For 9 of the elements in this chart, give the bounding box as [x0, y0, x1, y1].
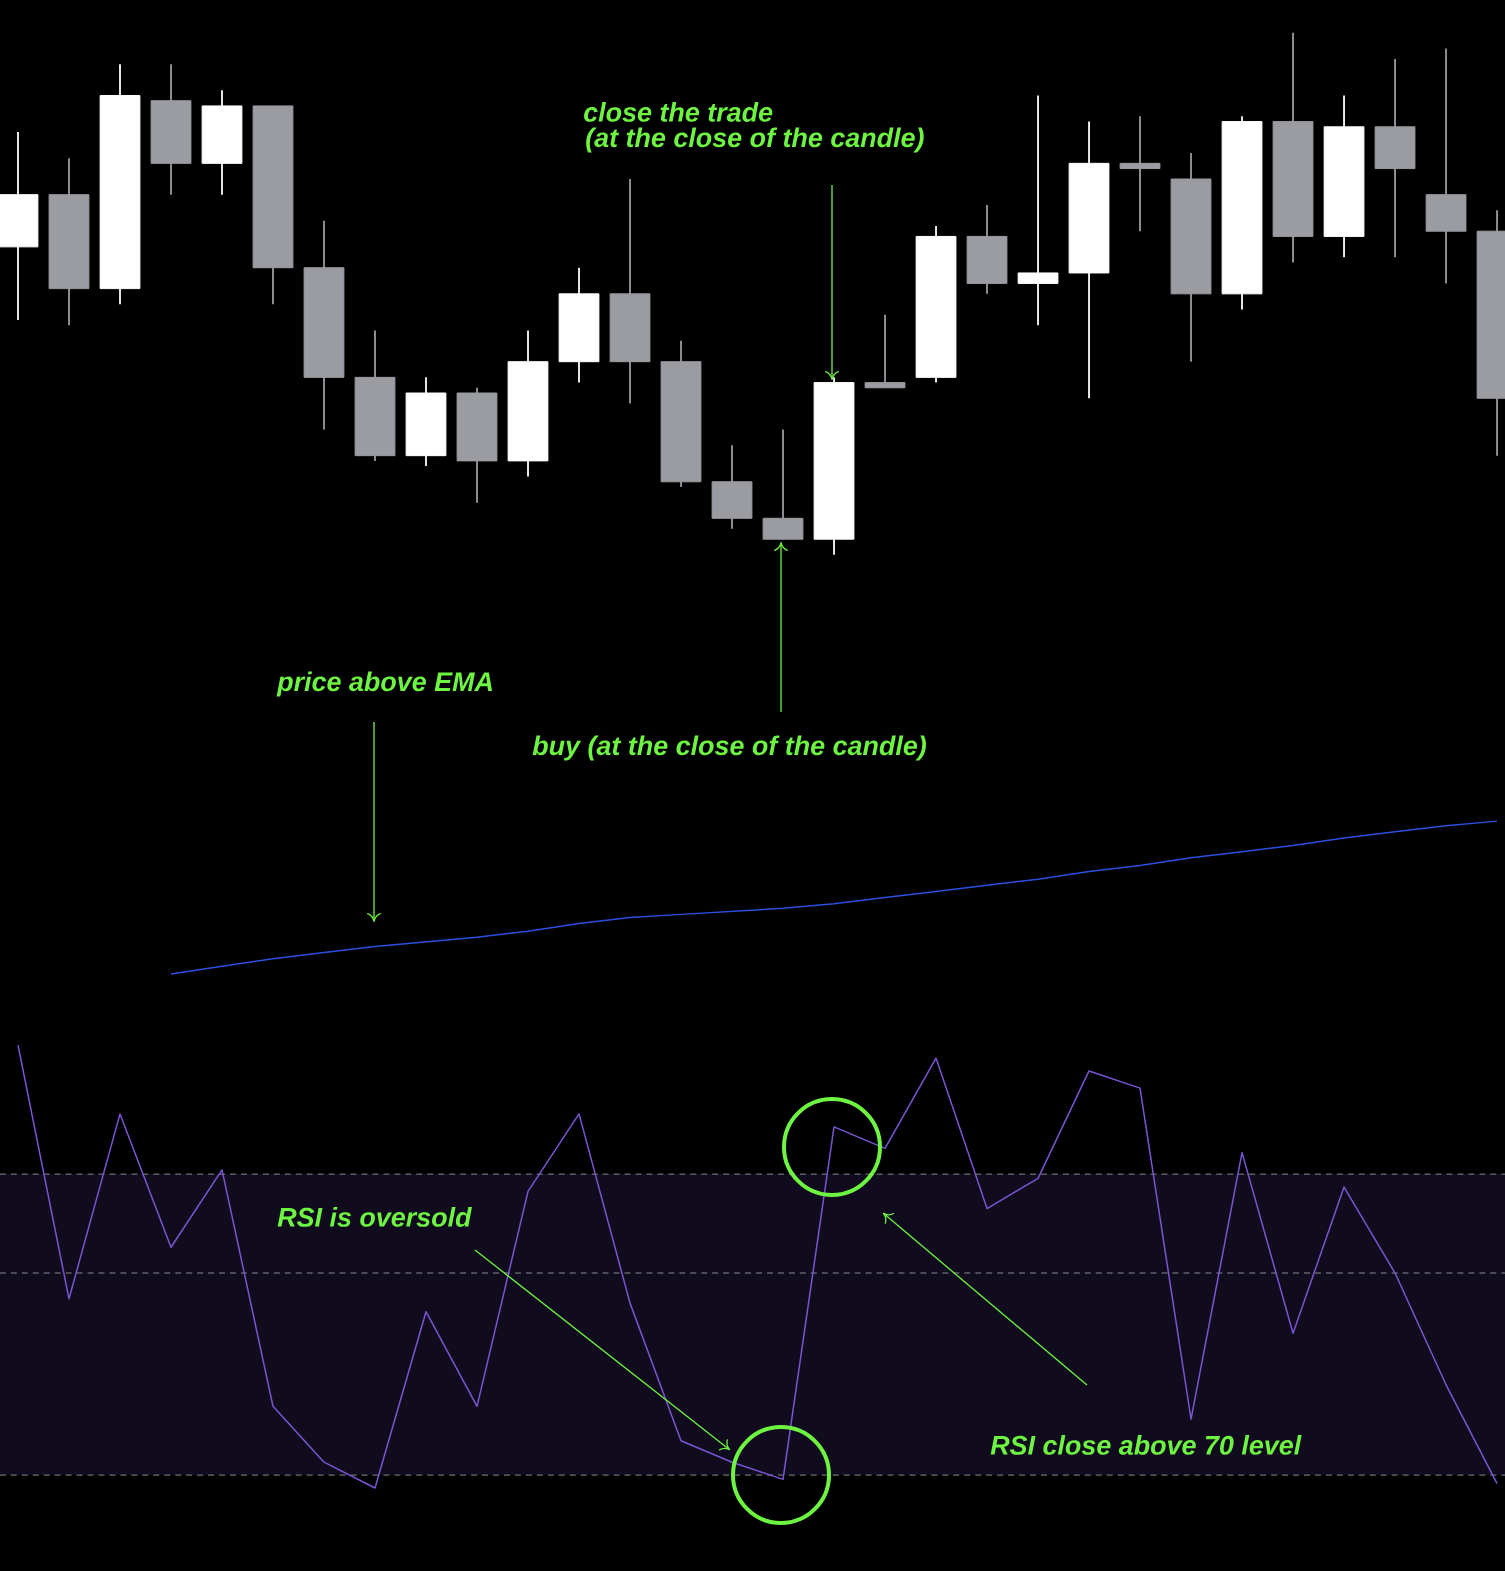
text: price above EMA [276, 671, 492, 697]
candlestick [864, 313, 906, 389]
annotation: RSI is oversold [277, 1207, 472, 1227]
annotation: RSI close above 70 level [990, 1435, 1302, 1455]
annotation: (at the close of the candle) [586, 127, 924, 153]
annotation: close the trade [584, 102, 773, 122]
candlestick [1119, 115, 1161, 233]
text: buy (at the close of the candle) [532, 735, 926, 761]
candlestick [1017, 94, 1059, 327]
